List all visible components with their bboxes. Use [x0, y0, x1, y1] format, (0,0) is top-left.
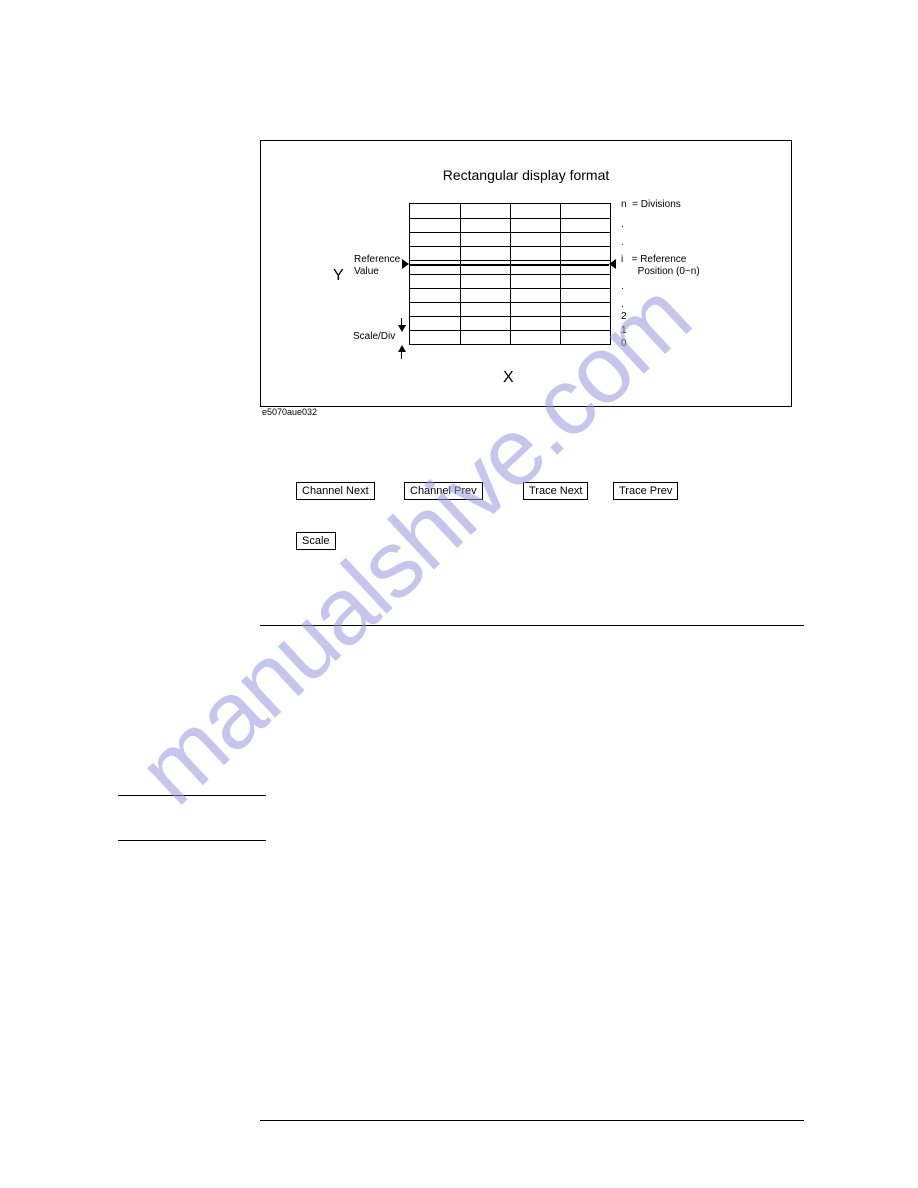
figure-caption: e5070aue032 [262, 407, 317, 417]
tick-2: 2 [621, 311, 627, 323]
dot-3: . [621, 281, 624, 293]
scale-button[interactable]: Scale [296, 532, 336, 550]
reference-line [409, 264, 609, 266]
tick-0: 0 [621, 338, 627, 350]
i-ref-position-label: i = Reference Position (0~n) [621, 254, 700, 278]
scalediv-arrow-up-wrapper [401, 345, 406, 359]
hr-3 [118, 840, 266, 841]
hr-2 [118, 795, 266, 796]
reference-value-label: Reference Value [354, 254, 400, 278]
hr-4 [260, 1120, 804, 1121]
x-axis-label: X [503, 369, 514, 387]
figure-container: Rectangular display format Reference Val… [260, 140, 792, 407]
dot-2: . [621, 237, 624, 249]
y-axis-label: Y [333, 267, 344, 285]
scalediv-arrow-down-wrapper [401, 318, 406, 332]
reference-marker-right [609, 259, 616, 269]
reference-marker-left [402, 259, 409, 269]
n-divisions-label: n = Divisions [621, 199, 681, 211]
channel-prev-button[interactable]: Channel Prev [404, 482, 483, 500]
dot-1: . [621, 219, 624, 231]
channel-next-button[interactable]: Channel Next [296, 482, 375, 500]
chart-grid [409, 203, 611, 345]
tick-1: 1 [621, 325, 627, 337]
figure-title: Rectangular display format [443, 167, 610, 183]
hr-1 [260, 625, 804, 626]
scalediv-label: Scale/Div [353, 331, 395, 343]
trace-next-button[interactable]: Trace Next [523, 482, 588, 500]
dot-4: . [621, 299, 624, 311]
trace-prev-button[interactable]: Trace Prev [613, 482, 678, 500]
